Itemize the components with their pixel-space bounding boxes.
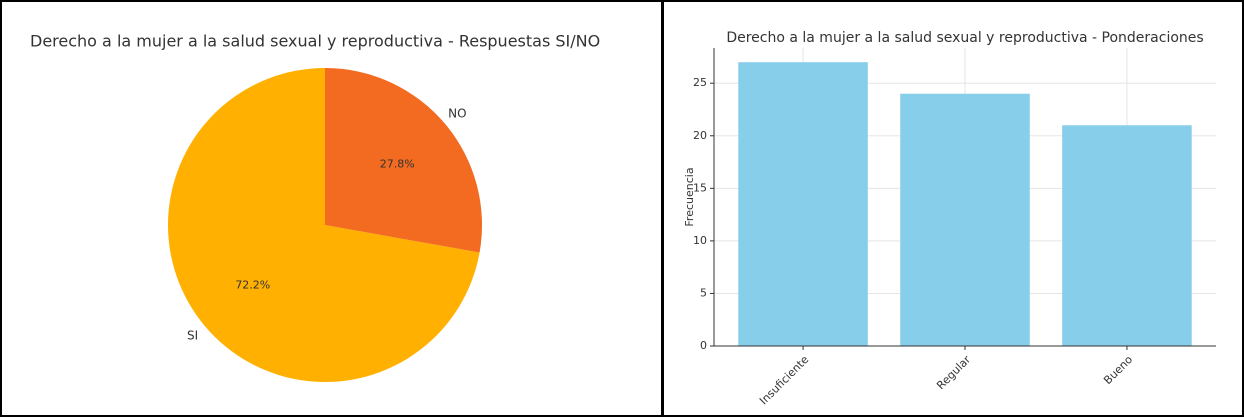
y-tick-label: 25 xyxy=(693,76,707,89)
bar xyxy=(900,93,1030,346)
bar xyxy=(738,62,868,346)
value-label: 72.2% xyxy=(235,279,270,292)
slice-label: SI xyxy=(187,328,198,342)
pie-slice xyxy=(168,68,480,382)
pie-title: Derecho a la mujer a la salud sexual y r… xyxy=(30,32,600,51)
y-tick-label: 10 xyxy=(693,234,707,247)
slice-label: NO xyxy=(448,107,466,121)
y-axis-label: Frecuencia xyxy=(683,167,696,226)
y-tick-label: 0 xyxy=(700,339,707,352)
bar xyxy=(1062,125,1192,346)
y-tick-label: 5 xyxy=(700,286,707,299)
value-label: 27.8% xyxy=(380,157,415,170)
bar-title: Derecho a la mujer a la salud sexual y r… xyxy=(726,30,1203,46)
y-tick-label: 15 xyxy=(693,181,707,194)
y-tick-label: 20 xyxy=(693,129,707,142)
pie-slice xyxy=(325,68,482,253)
